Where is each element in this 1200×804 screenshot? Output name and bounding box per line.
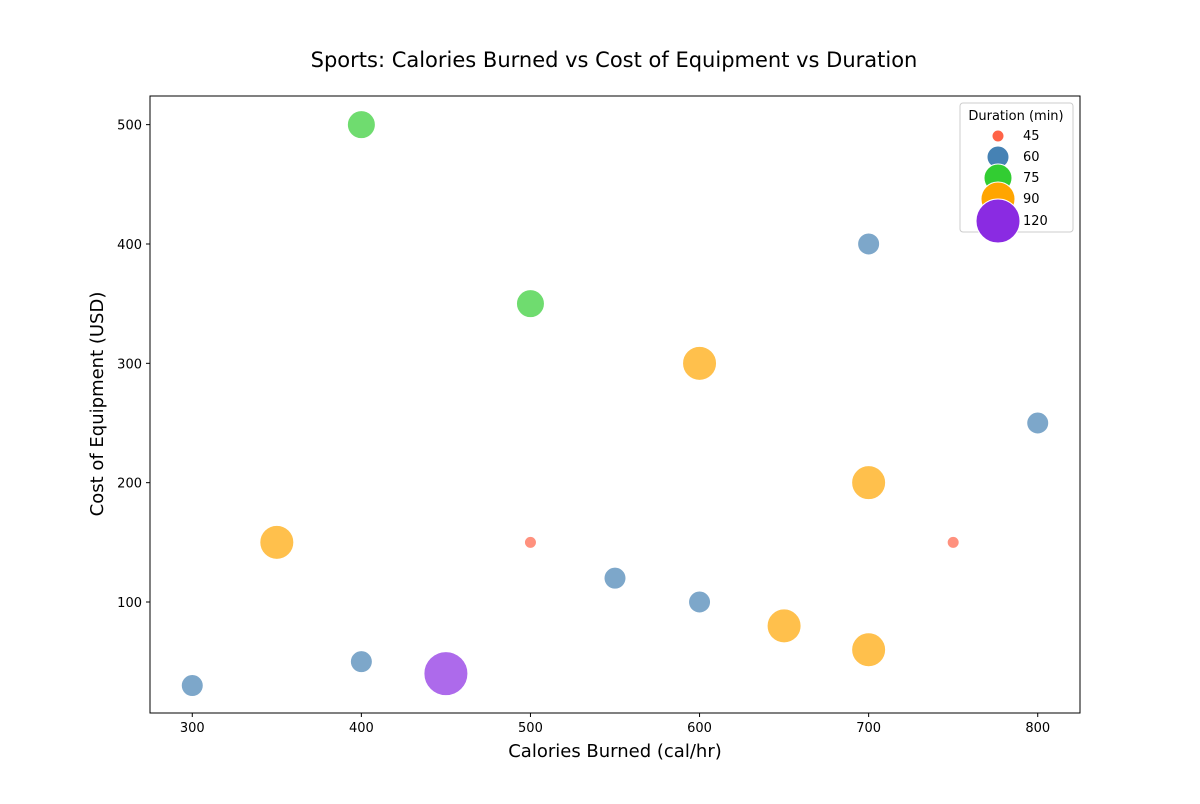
data-point-1 [857, 232, 881, 256]
x-axis-ticks: 300 400 500 600 700 800 [180, 713, 1050, 736]
x-tick-label: 500 [518, 721, 543, 736]
legend-marker-120 [975, 198, 1021, 244]
data-point-6 [259, 524, 295, 560]
y-tick-label: 100 [117, 596, 142, 611]
data-point-9 [603, 566, 627, 590]
legend-title: Duration (min) [968, 109, 1063, 124]
legend-label-90: 90 [1023, 192, 1040, 207]
data-point-10 [688, 590, 712, 614]
y-tick-label: 400 [117, 238, 142, 253]
y-tick-label: 200 [117, 477, 142, 492]
chart-title: Sports: Calories Burned vs Cost of Equip… [311, 48, 918, 72]
x-tick-label: 300 [180, 721, 205, 736]
data-point-13 [349, 650, 373, 674]
data-point-2 [515, 289, 545, 319]
data-point-3 [682, 345, 718, 381]
data-point-5 [851, 465, 887, 501]
legend-marker-45 [991, 129, 1005, 143]
data-point-11 [766, 608, 802, 644]
legend-entries: 45 60 75 90 120 [975, 129, 1048, 244]
data-point-0 [346, 110, 376, 140]
plot-frame [149, 95, 1081, 714]
y-axis-title: Cost of Equipment (USD) [87, 292, 108, 517]
points-layer [180, 110, 1050, 698]
legend-label-60: 60 [1023, 150, 1040, 165]
data-point-4 [1026, 411, 1050, 435]
x-tick-label: 600 [687, 721, 712, 736]
legend: Duration (min) 45 60 75 90 120 [959, 102, 1074, 244]
data-point-7 [523, 535, 537, 549]
y-axis-ticks: 100 200 300 400 500 [117, 119, 150, 611]
legend-label-45: 45 [1023, 129, 1040, 144]
legend-label-75: 75 [1023, 171, 1040, 186]
x-tick-label: 700 [856, 721, 881, 736]
data-point-8 [946, 535, 960, 549]
x-tick-label: 800 [1025, 721, 1050, 736]
x-axis-title: Calories Burned (cal/hr) [508, 741, 722, 762]
legend-label-120: 120 [1023, 214, 1048, 229]
x-tick-label: 400 [349, 721, 374, 736]
data-point-15 [180, 674, 204, 698]
data-point-14 [423, 651, 469, 697]
y-tick-label: 300 [117, 357, 142, 372]
y-tick-label: 500 [117, 119, 142, 134]
data-point-12 [851, 632, 887, 668]
